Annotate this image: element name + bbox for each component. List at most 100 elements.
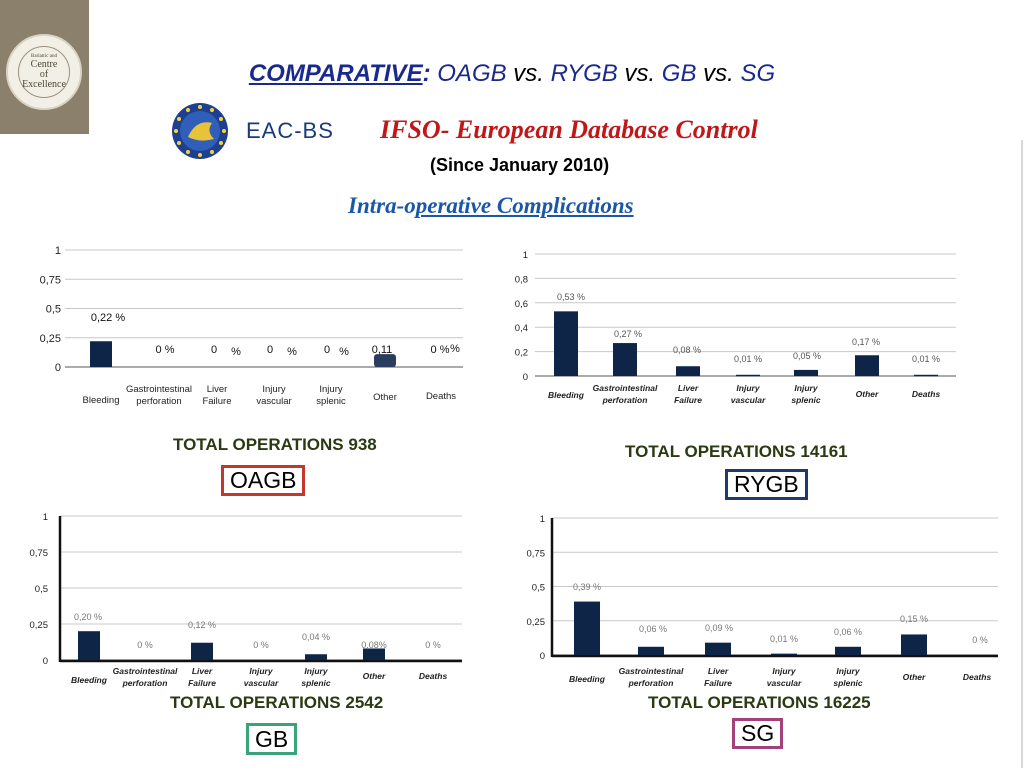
- data-label: 0,15 %: [900, 614, 928, 624]
- category-label: splenic: [301, 678, 331, 688]
- data-label: 0 %: [156, 344, 175, 356]
- bar: [613, 343, 637, 376]
- category-label: Other: [856, 389, 879, 399]
- y-tick-label: 0,6: [515, 299, 528, 310]
- title-comparative: COMPARATIVE: [248, 60, 423, 87]
- title-colon: :: [422, 60, 431, 87]
- data-label: 0: [211, 344, 217, 356]
- title-oagb: OAGB: [437, 60, 507, 87]
- bar: [914, 374, 938, 377]
- category-label: Bleeding: [548, 390, 585, 400]
- y-tick-label: 1: [55, 245, 61, 257]
- total-operations-gb: TOTAL OPERATIONS 2542: [170, 693, 384, 712]
- category-label: Gastrointestinal: [126, 384, 192, 395]
- eac-bs-label: EAC-BS: [246, 118, 334, 143]
- category-label: Failure: [674, 395, 702, 405]
- category-label: Gastrointestinal: [113, 666, 178, 676]
- category-label: Injury: [772, 666, 796, 676]
- category-label: vascular: [244, 678, 279, 688]
- category-label: Liver: [678, 383, 699, 393]
- y-tick-label: 0,4: [515, 323, 528, 334]
- data-label: 0: [324, 344, 330, 356]
- data-label: 0 %: [253, 640, 269, 650]
- data-label: 0,01 %: [770, 634, 798, 644]
- badge-line: Bariatric and: [31, 54, 57, 59]
- data-label: 0,17 %: [852, 337, 880, 347]
- title-vs: vs.: [513, 60, 544, 87]
- category-label: Failure: [704, 678, 732, 688]
- y-tick-label: 0,25: [40, 333, 61, 345]
- category-label: perforation: [602, 395, 648, 405]
- data-label: 0,53 %: [557, 292, 585, 302]
- data-label: 0,22 %: [91, 312, 125, 324]
- title-sg: SG: [740, 60, 776, 87]
- procedure-label-gb: GB: [246, 723, 298, 755]
- category-label: splenic: [316, 396, 346, 407]
- data-label: 0,06 %: [834, 627, 862, 637]
- ifso-title: IFSO- European Database Control: [380, 115, 758, 144]
- category-label: Injury: [794, 383, 818, 393]
- y-tick-label: 0,75: [30, 548, 49, 559]
- total-operations-rygb: TOTAL OPERATIONS 14161: [625, 442, 848, 461]
- data-label: 0 %: [425, 640, 441, 650]
- data-label: 0,27 %: [614, 329, 642, 339]
- bar: [191, 642, 213, 660]
- badge-line: Excellence: [22, 79, 66, 90]
- bar: [835, 646, 861, 655]
- category-label: Gastrointestinal: [593, 383, 658, 393]
- category-label: Bleeding: [83, 395, 120, 406]
- y-tick-label: 0: [540, 651, 545, 662]
- y-tick-label: 0: [43, 656, 48, 667]
- procedure-label-oagb: OAGB: [221, 465, 306, 496]
- category-label: Liver: [207, 384, 228, 395]
- divider: [1021, 140, 1023, 768]
- category-label: Other: [363, 671, 386, 681]
- bar: [90, 341, 112, 367]
- category-label: perforation: [628, 678, 674, 688]
- data-label: 0 %: [431, 344, 450, 356]
- data-label: 0,08 %: [673, 345, 701, 355]
- data-label: 0,20 %: [74, 612, 102, 622]
- category-label: splenic: [833, 678, 863, 688]
- title-vs: vs.: [703, 60, 734, 87]
- section-title: Intra-operative Complications: [348, 193, 634, 219]
- data-label-percent: %: [339, 346, 349, 358]
- category-label: Injury: [249, 666, 273, 676]
- y-tick-label: 0: [55, 362, 61, 374]
- bar: [736, 374, 760, 377]
- page-title: COMPARATIVE: OAGB vs. RYGB vs. GB vs. SG: [0, 60, 1024, 88]
- bar: [794, 369, 818, 376]
- y-tick-label: 0,5: [35, 584, 48, 595]
- category-label: perforation: [122, 678, 168, 688]
- y-tick-label: 0,8: [515, 274, 528, 285]
- data-label: 0,05 %: [793, 351, 821, 361]
- category-label: Deaths: [419, 671, 448, 681]
- bar: [78, 631, 100, 660]
- bar: [855, 355, 879, 376]
- category-label: Gastrointestinal: [619, 666, 684, 676]
- category-label: Injury: [836, 666, 860, 676]
- data-label-percent: %: [450, 343, 460, 355]
- category-label: Deaths: [426, 391, 456, 402]
- category-label: Other: [373, 392, 397, 403]
- title-gb: GB: [661, 60, 697, 87]
- y-tick-label: 0,25: [30, 620, 49, 631]
- data-label: 0,39 %: [573, 582, 601, 592]
- total-operations-oagb: TOTAL OPERATIONS 938: [173, 435, 377, 454]
- y-tick-label: 0,2: [515, 348, 528, 359]
- bar: [638, 646, 664, 655]
- eac-globe-logo-icon: [172, 103, 228, 159]
- category-label: Failure: [202, 396, 231, 407]
- total-operations-sg: TOTAL OPERATIONS 16225: [648, 693, 871, 712]
- procedure-label-rygb: RYGB: [725, 469, 808, 500]
- data-label: 0: [267, 344, 273, 356]
- y-tick-label: 0,25: [527, 617, 546, 628]
- title-vs: vs.: [624, 60, 656, 87]
- category-label: Liver: [192, 666, 213, 676]
- category-label: Injury: [736, 383, 760, 393]
- bar: [705, 642, 731, 655]
- bar: [374, 354, 396, 367]
- category-label: splenic: [791, 395, 821, 405]
- section-title-rest: perative Complications: [415, 193, 634, 218]
